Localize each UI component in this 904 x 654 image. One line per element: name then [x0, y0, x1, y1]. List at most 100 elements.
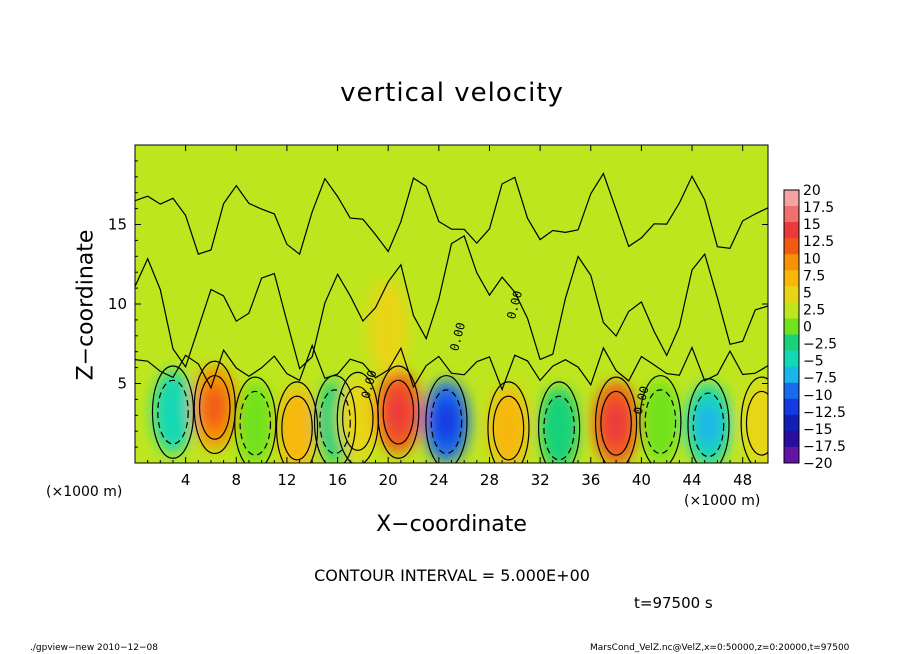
x-tick-label-7: 32 [531, 471, 550, 489]
contour-interval-text: CONTOUR INTERVAL = 5.000E+00 [314, 566, 590, 585]
contour-cell-1 [198, 374, 231, 440]
contour-line-lower [135, 343, 768, 392]
x-tick-label-9: 40 [632, 471, 651, 489]
colorbar-label-7: 2.5 [803, 302, 825, 318]
contour-cell-0 [157, 379, 189, 445]
colorbar-label-2: 15 [803, 217, 821, 233]
footer-right: MarsCond_VelZ.nc@VelZ,x=0:50000,z=0:2000… [590, 643, 850, 653]
colorbar-swatch-7 [784, 302, 799, 319]
colorbar-label-8: 0 [803, 320, 812, 336]
contour-cell-7 [430, 389, 463, 455]
colorbar-swatch-1 [784, 206, 799, 223]
contour-cell-outer-8 [487, 381, 530, 463]
contour-cell-9 [543, 395, 575, 461]
contour-line-upper [135, 235, 768, 370]
colorbar-label-10: −5 [803, 354, 824, 370]
contour-cell-outer-2 [234, 376, 277, 463]
velocity-cell-3 [276, 386, 318, 463]
colorbar-swatch-15 [784, 430, 799, 448]
colorbar-label-9: −2.5 [803, 337, 837, 353]
contour-cell-outer-4 [313, 374, 357, 463]
colorbar-label-15: −17.5 [803, 439, 846, 455]
plot-area: 0.000.000.000.00 [135, 145, 768, 463]
contour-cell-outer-12 [687, 378, 730, 463]
colorbar-swatch-14 [784, 414, 799, 432]
colorbar-label-14: −15 [803, 422, 833, 438]
y-tick-label-0: 5 [117, 375, 127, 393]
contour-cell-outer-0 [151, 365, 195, 459]
colorbar-frame [783, 189, 800, 464]
velocity-core-10 [603, 400, 629, 446]
colorbar-label-11: −7.5 [803, 371, 837, 387]
velocity-core-7 [433, 398, 460, 445]
colorbar-swatch-9 [784, 334, 799, 352]
x-tick-label-4: 20 [379, 471, 398, 489]
contour-cell-12 [692, 392, 725, 458]
x-axis-label: X−coordinate [376, 512, 527, 537]
colorbar-swatch-10 [784, 350, 799, 368]
x-tick-label-2: 12 [277, 471, 296, 489]
velocity-core-12 [695, 402, 722, 448]
chart-title: vertical velocity [340, 78, 564, 108]
y-tick-label-2: 15 [108, 216, 127, 234]
x-tick-label-10: 44 [682, 471, 701, 489]
contour-cell-outer-6 [377, 365, 420, 459]
contour-cell-10 [600, 390, 632, 456]
velocity-cell-8 [488, 386, 529, 463]
velocity-core-1 [201, 384, 228, 431]
contour-cell-4 [319, 389, 351, 455]
colorbar-label-16: −20 [803, 456, 833, 472]
colorbar-label-12: −10 [803, 388, 833, 404]
x-tick-label-6: 28 [480, 471, 499, 489]
colorbar-swatch-16 [784, 446, 799, 464]
contour-lines [135, 172, 768, 463]
colorbar-swatch-11 [784, 366, 799, 384]
contour-cell-3 [281, 395, 313, 461]
velocity-core-6 [385, 389, 412, 435]
contour-cell-outer-9 [538, 381, 581, 463]
colorbar-label-1: 17.5 [803, 200, 834, 216]
x-axis-unit-right: (×1000 m) [684, 493, 761, 509]
colorbar-swatch-5 [784, 270, 799, 287]
velocity-cell-5 [337, 377, 379, 460]
time-text: t=97500 s [634, 594, 713, 612]
contour-cell-5 [342, 386, 374, 451]
contour-cell-outer-3 [275, 381, 319, 463]
colorbar-label-6: 5 [803, 285, 812, 301]
velocity-cell-11 [640, 380, 681, 463]
contour-cell-outer-10 [594, 376, 638, 463]
x-axis-unit-left: (×1000 m) [46, 484, 123, 500]
colorbar-swatch-13 [784, 398, 799, 416]
colorbar-label-5: 7.5 [803, 268, 825, 284]
colorbar-label-13: −12.5 [803, 405, 846, 421]
velocity-cell-2 [235, 381, 276, 463]
x-tick-label-5: 24 [429, 471, 448, 489]
colorbar-swatch-3 [784, 238, 799, 255]
contour-cell-8 [492, 395, 525, 461]
velocity-cell-14 [367, 280, 409, 376]
footer-left: ./gpview−new 2010−12−08 [30, 643, 158, 653]
x-tick-label-8: 36 [581, 471, 600, 489]
x-tick-label-0: 4 [181, 471, 191, 489]
contour-cell-13 [745, 390, 768, 456]
colorbar-swatch-2 [784, 222, 799, 239]
colorbar-swatch-8 [784, 318, 799, 336]
colorbar-label-3: 12.5 [803, 234, 834, 250]
contour-cell-outer-7 [425, 374, 468, 463]
x-tick-label-3: 16 [328, 471, 347, 489]
colorbar-swatch-0 [784, 190, 799, 207]
velocity-cell-13 [741, 381, 768, 463]
contour-cell-2 [239, 390, 272, 456]
contour-cell-outer-11 [639, 374, 682, 463]
y-tick-label-1: 10 [108, 295, 127, 313]
contour-line-top [135, 172, 768, 256]
contour-cell-outer-1 [193, 360, 236, 455]
velocity-cell-0 [152, 370, 194, 454]
contour-cell-outer-13 [740, 376, 768, 463]
colorbar-swatch-6 [784, 286, 799, 303]
x-tick-label-11: 48 [733, 471, 752, 489]
colorbar-swatch-12 [784, 382, 799, 400]
y-axis-label: Z−coordinate [73, 229, 99, 381]
velocity-cell-9 [538, 386, 580, 463]
